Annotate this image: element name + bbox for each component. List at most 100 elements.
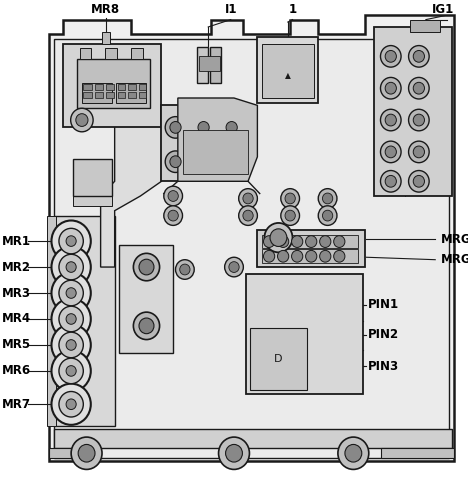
Text: MR8: MR8 [91,2,120,16]
Text: ▲: ▲ [285,72,291,80]
Circle shape [281,206,300,225]
Circle shape [278,250,289,262]
Circle shape [168,210,178,221]
Circle shape [239,189,257,208]
Circle shape [413,82,424,94]
Circle shape [59,392,83,417]
Circle shape [270,229,287,246]
Circle shape [409,141,429,163]
Circle shape [59,332,83,358]
Circle shape [281,189,300,208]
Bar [80,48,91,59]
Bar [262,44,314,98]
Circle shape [51,324,91,366]
Text: 1: 1 [288,2,297,16]
Circle shape [51,246,91,288]
Circle shape [66,366,76,376]
Circle shape [264,223,292,252]
Circle shape [76,114,88,126]
Text: MR6: MR6 [2,365,31,377]
Circle shape [66,262,76,272]
Circle shape [66,288,76,298]
Circle shape [380,109,401,131]
Circle shape [263,236,275,247]
Circle shape [322,210,333,221]
Circle shape [66,314,76,324]
Circle shape [322,193,333,204]
Circle shape [225,257,243,277]
Circle shape [345,444,362,462]
Bar [374,27,452,196]
Circle shape [221,151,242,172]
Circle shape [292,250,303,262]
Bar [410,20,440,32]
Circle shape [338,437,369,469]
Bar [128,92,136,98]
Bar [262,249,358,263]
Bar [139,92,146,98]
Bar [77,59,150,108]
Circle shape [385,146,396,158]
Text: IG1: IG1 [431,2,454,16]
Circle shape [165,151,186,172]
Circle shape [409,109,429,131]
Circle shape [318,189,337,208]
Circle shape [59,306,83,332]
Polygon shape [178,98,257,181]
Circle shape [413,146,424,158]
Circle shape [51,220,91,262]
Bar [161,105,248,181]
Text: PIN3: PIN3 [367,360,399,372]
Circle shape [380,46,401,67]
Circle shape [51,384,91,425]
Polygon shape [49,448,73,458]
Bar [246,274,363,394]
Circle shape [164,186,183,206]
Circle shape [380,171,401,192]
Circle shape [226,156,237,168]
Circle shape [180,264,190,275]
Bar [131,48,143,59]
Circle shape [318,206,337,225]
Bar [262,235,358,248]
Circle shape [59,228,83,254]
Polygon shape [381,448,454,458]
Text: MRG2: MRG2 [441,253,468,266]
Bar [73,159,112,196]
Circle shape [413,175,424,187]
Circle shape [71,108,93,132]
Circle shape [226,122,237,133]
Circle shape [385,82,396,94]
Circle shape [413,50,424,62]
Text: MR5: MR5 [2,339,31,351]
Circle shape [71,437,102,469]
Text: MR4: MR4 [2,313,31,325]
Circle shape [59,358,83,384]
Circle shape [285,210,295,221]
Text: I1: I1 [225,2,237,16]
Bar [54,39,449,458]
Polygon shape [49,15,454,461]
Bar [83,92,92,98]
Bar [54,429,452,448]
Circle shape [409,77,429,99]
Circle shape [66,236,76,246]
Circle shape [165,117,186,138]
Bar [118,84,125,90]
Text: PIN1: PIN1 [367,298,399,311]
Circle shape [334,236,345,247]
Text: MRG1: MRG1 [441,233,468,245]
Circle shape [51,272,91,314]
Circle shape [198,156,209,168]
Circle shape [285,193,295,204]
Circle shape [320,250,331,262]
Text: PIN2: PIN2 [367,328,399,341]
Circle shape [66,399,76,410]
Circle shape [164,206,183,225]
Circle shape [219,437,249,469]
Bar [118,92,125,98]
Text: MR7: MR7 [2,398,31,411]
Circle shape [409,171,429,192]
Circle shape [221,117,242,138]
Bar [83,84,92,90]
